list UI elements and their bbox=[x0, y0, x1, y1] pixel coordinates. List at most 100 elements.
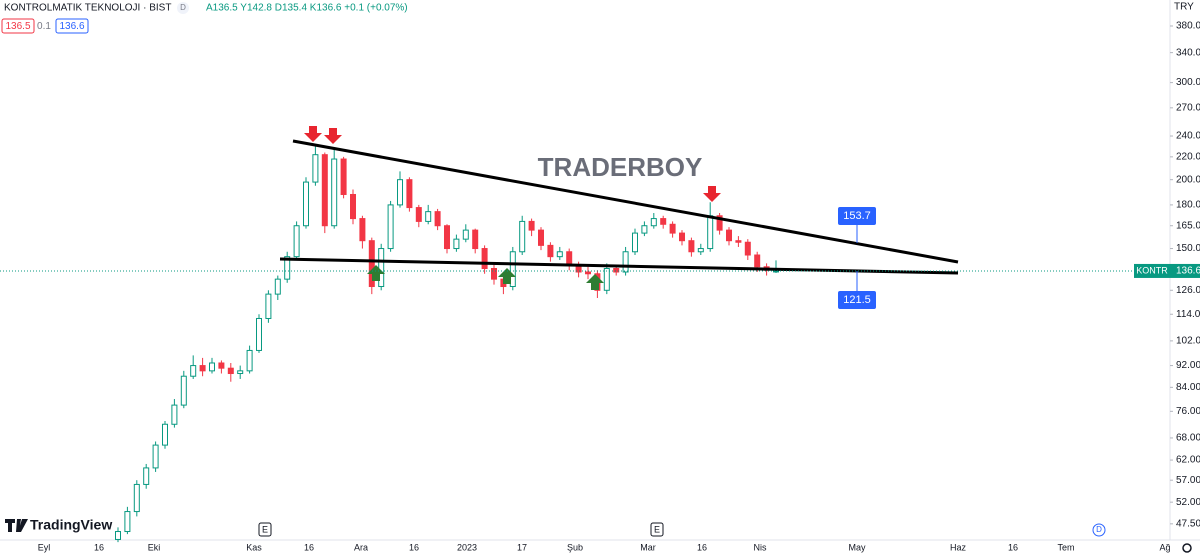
up-arrows bbox=[367, 265, 604, 290]
x-tick-label: 17 bbox=[517, 542, 527, 552]
y-tick-label: 68.00 bbox=[1176, 433, 1200, 444]
candle-body bbox=[547, 244, 554, 258]
candle-body bbox=[246, 349, 253, 372]
y-tick-label: 180.0 bbox=[1176, 200, 1200, 211]
candle-body bbox=[622, 251, 629, 273]
candle-body bbox=[716, 215, 723, 231]
logo-icon bbox=[5, 519, 28, 532]
candle-body bbox=[735, 240, 742, 243]
x-tick-label: 2023 bbox=[457, 542, 477, 552]
interval: D bbox=[180, 3, 186, 12]
candle-body bbox=[434, 211, 441, 227]
earnings-badge[interactable] bbox=[650, 522, 664, 537]
candle-body bbox=[303, 181, 309, 227]
up-arrow bbox=[586, 274, 604, 290]
upper-trendline[interactable] bbox=[292, 139, 959, 264]
candle-body bbox=[368, 240, 375, 288]
candle-body bbox=[444, 225, 450, 250]
candle-body bbox=[199, 365, 206, 372]
candle-body bbox=[707, 215, 714, 250]
candle-body bbox=[321, 154, 328, 227]
candle-body bbox=[256, 317, 262, 351]
annotation-label: 121.5 bbox=[843, 294, 871, 306]
settings-icon[interactable] bbox=[1182, 543, 1192, 553]
candle-body bbox=[312, 154, 319, 183]
candle-body bbox=[340, 158, 347, 195]
price-label: 136.6 bbox=[1176, 266, 1200, 277]
candle-body bbox=[359, 218, 366, 242]
down-arrow bbox=[304, 126, 322, 142]
candle-body bbox=[397, 179, 403, 206]
dividend-badge[interactable] bbox=[1092, 523, 1106, 537]
ask-box[interactable] bbox=[55, 18, 89, 34]
candle-body bbox=[566, 251, 573, 266]
candle-body bbox=[284, 256, 291, 280]
y-tick-label: 52.00 bbox=[1176, 497, 1200, 508]
candle-body bbox=[218, 362, 225, 369]
candle-body bbox=[585, 271, 591, 275]
y-tick-label: 220.0 bbox=[1176, 151, 1200, 162]
annotation-box[interactable] bbox=[838, 291, 876, 309]
candle-body bbox=[209, 362, 215, 372]
bid-box[interactable] bbox=[1, 18, 35, 34]
x-tick-label: 16 bbox=[697, 542, 707, 552]
annotation-label: 153.7 bbox=[843, 210, 871, 222]
x-tick-label: Kas bbox=[246, 542, 262, 552]
candle-body bbox=[415, 207, 422, 222]
currency[interactable]: TRY bbox=[1174, 2, 1194, 13]
watermark: TRADERBOY bbox=[538, 152, 703, 182]
dividend-mark: D bbox=[1096, 525, 1102, 534]
symbol-title: KONTROLMATIK TEKNOLOJI · BIST bbox=[4, 3, 171, 14]
candle-body bbox=[481, 248, 488, 270]
candle-body bbox=[152, 444, 159, 469]
candle-body bbox=[350, 193, 356, 220]
x-tick-label: May bbox=[848, 542, 866, 552]
candle-body bbox=[265, 293, 272, 319]
spread: 0.1 bbox=[37, 21, 51, 32]
candle-body bbox=[143, 467, 150, 485]
lower-trendline[interactable] bbox=[279, 257, 959, 275]
y-tick-label: 47.50 bbox=[1176, 518, 1200, 529]
candle-body bbox=[744, 241, 751, 256]
x-tick-label: Mar bbox=[640, 542, 656, 552]
candle-body bbox=[472, 229, 479, 250]
y-tick-label: 165.0 bbox=[1176, 220, 1200, 231]
x-tick-label: 16 bbox=[409, 542, 419, 552]
down-arrow bbox=[703, 186, 721, 202]
candle-body bbox=[679, 232, 685, 242]
logo-text: TradingView bbox=[30, 517, 112, 533]
candle-body bbox=[406, 179, 413, 209]
x-tick-label: 16 bbox=[94, 542, 104, 552]
candle-body bbox=[613, 268, 620, 273]
x-tick-label: Şub bbox=[567, 542, 583, 552]
candle-body bbox=[190, 365, 197, 377]
candle-body bbox=[133, 483, 140, 513]
y-tick-label: 62.00 bbox=[1176, 455, 1200, 466]
candle-body bbox=[603, 268, 610, 291]
earnings-badge[interactable] bbox=[258, 522, 272, 537]
y-tick-label: 240.0 bbox=[1176, 131, 1200, 142]
y-tick-label: 84.00 bbox=[1176, 382, 1200, 393]
candle-body bbox=[509, 251, 516, 288]
annotation-box[interactable] bbox=[838, 207, 876, 225]
y-tick-label: 57.00 bbox=[1176, 475, 1200, 486]
x-tick-label: Ara bbox=[354, 542, 368, 552]
candle-body bbox=[773, 270, 779, 273]
y-tick-label: 150.0 bbox=[1176, 243, 1200, 254]
x-tick-label: Haz bbox=[950, 542, 967, 552]
candle-body bbox=[754, 254, 761, 268]
candle-body bbox=[180, 375, 187, 406]
candle-body bbox=[669, 223, 676, 234]
candle-body bbox=[171, 404, 178, 425]
y-tick-label: 76.00 bbox=[1176, 406, 1200, 417]
y-tick-label: 92.00 bbox=[1176, 360, 1200, 371]
candle-body bbox=[387, 204, 394, 250]
candle-body bbox=[650, 218, 657, 227]
down-arrow bbox=[324, 128, 342, 144]
candle-body bbox=[462, 229, 469, 240]
candle-body bbox=[491, 268, 497, 280]
earnings-mark: E bbox=[262, 524, 268, 534]
interval-badge[interactable] bbox=[177, 2, 189, 14]
x-tick-label: 16 bbox=[1008, 542, 1018, 552]
